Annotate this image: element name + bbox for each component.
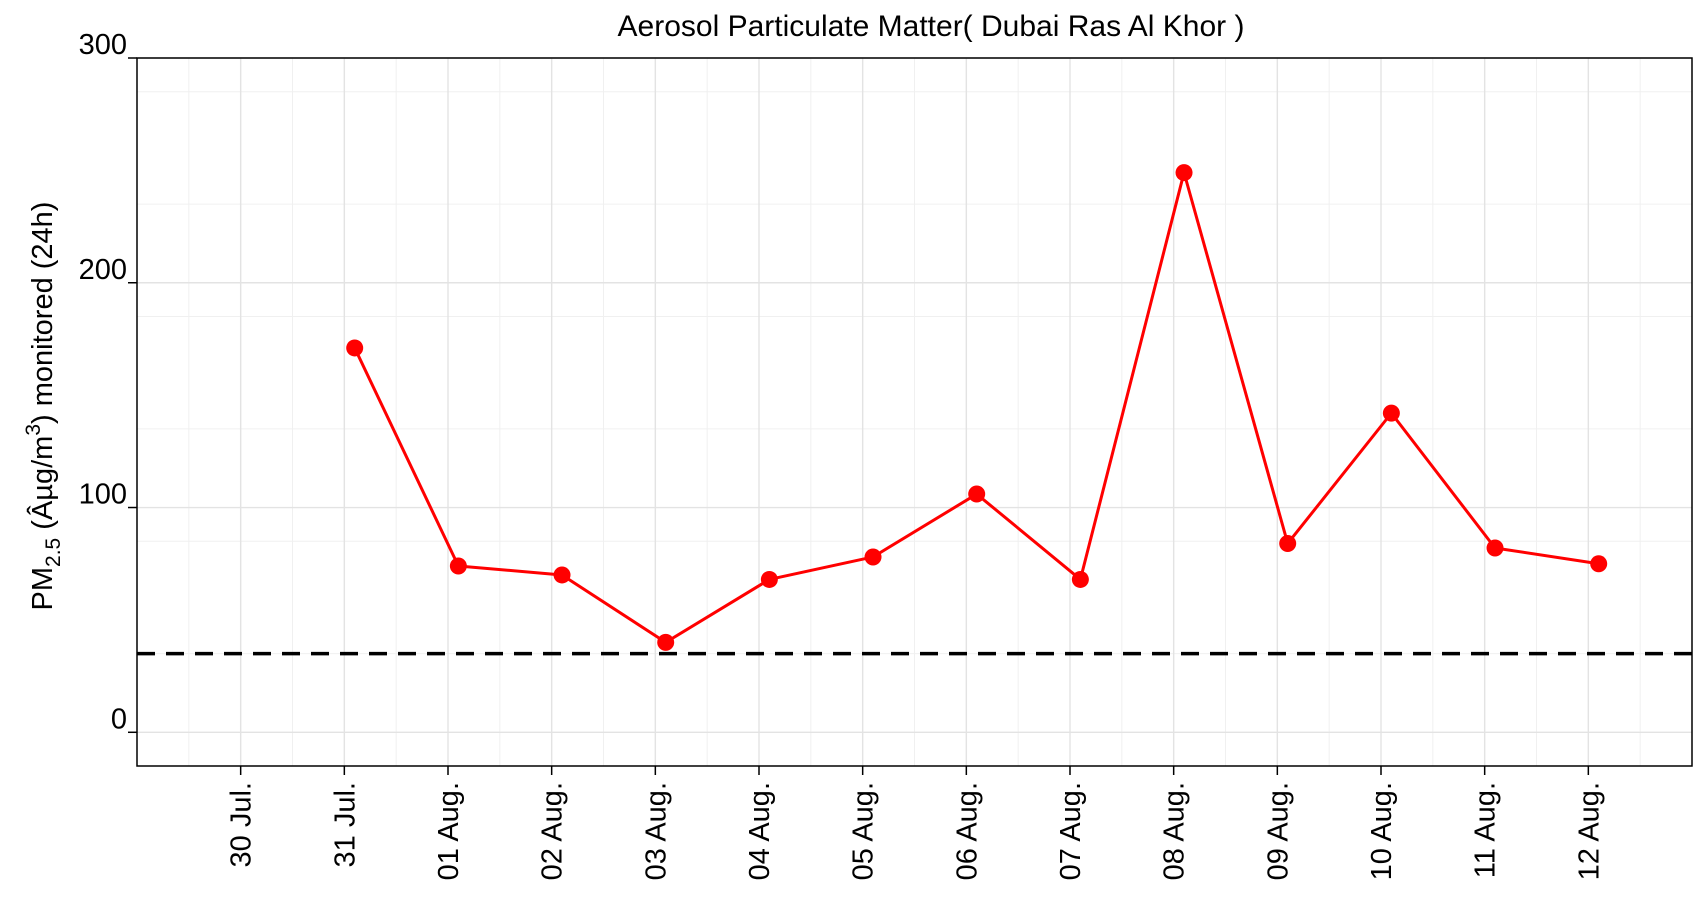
data-point xyxy=(553,566,571,584)
x-tick-label: 31 Jul. xyxy=(329,782,361,867)
x-tick-label: 11 Aug. xyxy=(1470,782,1502,878)
x-tick-label: 09 Aug. xyxy=(1262,782,1294,880)
plot-border xyxy=(136,57,1693,767)
x-tick-label: 03 Aug. xyxy=(640,782,672,880)
x-tick-label: 07 Aug. xyxy=(1055,782,1087,880)
data-point xyxy=(1279,534,1297,552)
y-axis-label-prefix: PM xyxy=(27,567,59,611)
data-point xyxy=(346,339,364,357)
data-point xyxy=(864,548,882,566)
y-axis-label: PM2.5 (Âµg/m3) monitored (24h) xyxy=(22,202,65,611)
x-tick-label: 02 Aug. xyxy=(537,782,569,880)
x-axis: 30 Jul. 31 Jul. 01 Aug. 02 Aug. 03 Aug. 04 Au… xyxy=(226,766,1605,880)
series-layer xyxy=(346,164,1608,651)
x-tick-label: 10 Aug. xyxy=(1366,782,1398,880)
data-point xyxy=(1590,555,1608,573)
chart-title: Aerosol Particulate Matter( Dubai Ras Al… xyxy=(618,10,1245,43)
data-point xyxy=(1071,570,1089,588)
y-axis-label-middle: (Âµg/m xyxy=(26,436,59,538)
y-tick-label: 200 xyxy=(79,254,127,286)
data-point xyxy=(657,633,675,651)
x-tick-label: 12 Aug. xyxy=(1573,782,1605,880)
x-tick-label: 04 Aug. xyxy=(744,782,776,880)
x-tick-label: 06 Aug. xyxy=(951,782,983,880)
y-tick-label: 300 xyxy=(79,29,127,61)
y-axis-label-subscript: 2.5 xyxy=(42,538,65,567)
x-tick-label: 08 Aug. xyxy=(1159,782,1191,880)
y-tick-label: 100 xyxy=(79,479,127,511)
series-line xyxy=(353,171,1599,644)
x-tick-label: 01 Aug. xyxy=(433,782,465,880)
data-point xyxy=(1382,404,1400,422)
data-point xyxy=(1175,164,1193,182)
x-tick-label: 30 Jul. xyxy=(226,782,258,867)
data-point xyxy=(449,557,467,575)
y-axis-label-superscript: 3 xyxy=(22,424,45,436)
y-tick-label: 0 xyxy=(111,703,127,735)
data-point xyxy=(968,485,986,503)
x-tick-label: 05 Aug. xyxy=(848,782,880,880)
data-point xyxy=(1486,539,1504,557)
y-axis-label-suffix: ) monitored (24h) xyxy=(27,202,59,424)
y-axis: 0 100 200 300 xyxy=(79,29,137,735)
grid xyxy=(137,57,1692,767)
data-point xyxy=(760,570,778,588)
